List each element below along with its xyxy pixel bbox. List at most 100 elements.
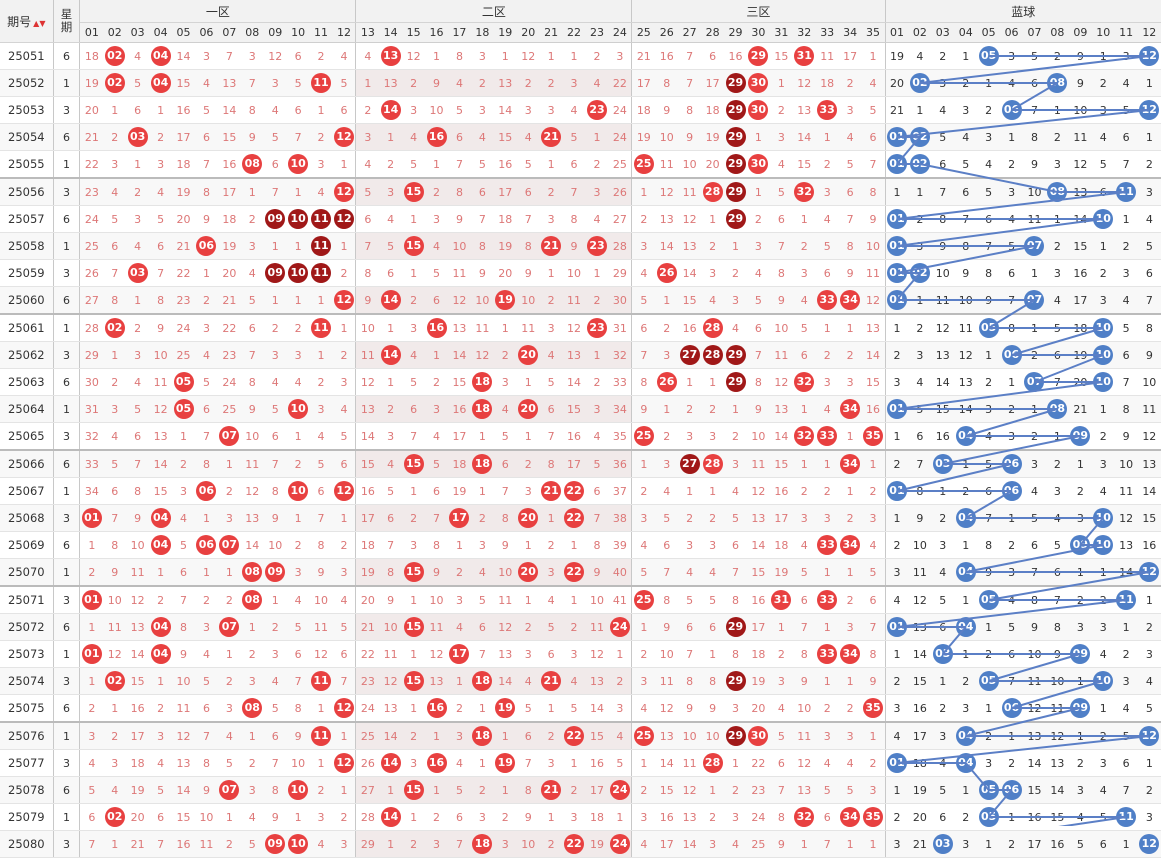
blue-miss-cell: 2 xyxy=(977,96,1001,124)
red-miss-cell: 12 xyxy=(355,368,380,396)
red-miss-cell: 1 xyxy=(332,721,356,750)
red-miss-cell: 3 xyxy=(815,177,839,206)
blue-miss-cell: 11 xyxy=(954,313,978,342)
blue-miss-cell: 2 xyxy=(954,69,978,97)
red-number-header-15: 15 xyxy=(402,22,426,43)
red-miss-cell: 3 xyxy=(447,585,471,614)
red-miss-cell: 6 xyxy=(126,96,150,124)
blue-miss-cell: 1 xyxy=(884,504,909,532)
blue-miss-cell: 2 xyxy=(1000,830,1024,858)
red-hit-cell: 29 xyxy=(724,150,747,179)
red-miss-cell: 2 xyxy=(425,368,448,396)
red-miss-cell: 2 xyxy=(539,286,563,315)
blue-ball: 07 xyxy=(1024,236,1045,256)
red-miss-cell: 7 xyxy=(815,830,839,858)
red-miss-cell: 5 xyxy=(585,449,609,478)
red-miss-cell: 7 xyxy=(194,150,218,179)
red-miss-cell: 3 xyxy=(402,531,426,559)
period-header[interactable]: 期号 ▲▼ xyxy=(0,0,54,43)
table-row: 25067 1 34 6 8 15 3 06 2 12 8 10 6 12 16 5 1 6 19 1 7 3 21 22 6 3… xyxy=(0,477,1161,505)
red-ball: 26 xyxy=(656,372,677,392)
red-miss-cell: 1 xyxy=(792,449,816,478)
red-ball: 29 xyxy=(725,100,746,120)
blue-miss-cell: 9 xyxy=(1114,422,1138,451)
red-miss-cell: 18 xyxy=(746,640,770,668)
blue-ball: 03 xyxy=(932,644,953,664)
red-hit-cell: 35 xyxy=(861,422,885,451)
red-miss-cell: 2 xyxy=(470,776,494,804)
blue-miss-cell: 21 xyxy=(1068,395,1092,423)
red-miss-cell: 2 xyxy=(217,477,241,505)
red-ball: 01 xyxy=(81,508,102,528)
red-miss-cell: 3 xyxy=(815,721,839,750)
blue-miss-cell: 5 xyxy=(1091,150,1115,179)
red-miss-cell: 6 xyxy=(402,395,426,423)
red-miss-cell: 18 xyxy=(585,803,609,831)
red-miss-cell: 1 xyxy=(425,150,448,179)
red-miss-cell: 2 xyxy=(655,313,679,342)
blue-hit-cell: 10 xyxy=(1091,368,1115,396)
red-miss-cell: 10 xyxy=(562,259,586,287)
blue-ball: 07 xyxy=(1024,372,1045,392)
red-miss-cell: 3 xyxy=(655,449,679,478)
blue-miss-cell: 11 xyxy=(908,558,932,587)
red-miss-cell: 5 xyxy=(838,150,862,179)
blue-ball: 05 xyxy=(978,807,999,827)
red-miss-cell: 7 xyxy=(678,640,702,668)
red-miss-cell: 4 xyxy=(263,96,287,124)
red-miss-cell: 10 xyxy=(516,830,540,858)
red-miss-cell: 1 xyxy=(838,313,862,342)
blue-miss-cell: 2 xyxy=(884,449,909,478)
red-ball: 21 xyxy=(541,127,562,147)
blue-miss-cell: 2 xyxy=(1023,341,1046,369)
red-miss-cell: 8 xyxy=(263,477,287,505)
red-miss-cell: 10 xyxy=(126,531,150,559)
red-ball: 11 xyxy=(311,236,332,256)
blue-miss-cell: 7 xyxy=(1114,776,1138,804)
red-ball: 05 xyxy=(173,399,194,419)
blue-hit-cell: 06 xyxy=(1000,776,1024,804)
red-hit-cell: 15 xyxy=(402,558,426,587)
red-hit-cell: 02 xyxy=(103,313,127,342)
red-miss-cell: 5 xyxy=(861,96,885,124)
red-miss-cell: 3 xyxy=(678,422,702,451)
sort-arrows-icon[interactable]: ▲▼ xyxy=(33,18,46,28)
blue-miss-cell: 5 xyxy=(1114,721,1138,750)
red-miss-cell: 14 xyxy=(355,422,380,451)
blue-miss-cell: 2 xyxy=(1068,477,1092,505)
blue-miss-cell: 2 xyxy=(884,803,909,831)
red-number-header-14: 14 xyxy=(379,22,403,43)
weekday-cell: 1 xyxy=(53,395,81,423)
red-miss-cell: 2 xyxy=(79,558,104,587)
weekday-header-label: 星期 xyxy=(60,7,73,34)
red-miss-cell: 18 xyxy=(217,205,241,233)
blue-miss-cell: 3 xyxy=(1137,803,1161,831)
red-ball: 12 xyxy=(333,698,354,718)
weekday-cell: 6 xyxy=(53,42,81,70)
red-hit-cell: 18 xyxy=(470,830,494,858)
blue-ball: 08 xyxy=(1047,399,1068,419)
red-miss-cell: 12 xyxy=(562,313,586,342)
red-miss-cell: 5 xyxy=(149,205,173,233)
red-ball: 31 xyxy=(771,590,792,610)
red-ball: 29 xyxy=(748,46,769,66)
red-miss-cell: 5 xyxy=(861,558,885,587)
blue-ball: 05 xyxy=(978,46,999,66)
weekday-cell: 3 xyxy=(53,504,81,532)
red-ball: 10 xyxy=(288,209,309,229)
red-miss-cell: 9 xyxy=(355,286,380,315)
blue-miss-cell: 16 xyxy=(1045,830,1069,858)
blue-hit-cell: 04 xyxy=(954,721,978,750)
red-miss-cell: 21 xyxy=(355,613,380,641)
blue-ball: 01 xyxy=(886,753,907,773)
blue-hit-cell: 10 xyxy=(1091,667,1115,695)
table-row: 25080 3 7 1 21 7 16 11 2 5 09 10 4 3 29 1 2 3 7 18 3 10 2 22 19 2… xyxy=(0,830,1161,858)
red-miss-cell: 13 xyxy=(861,313,885,342)
blue-miss-cell: 1 xyxy=(1000,368,1024,396)
red-miss-cell: 5 xyxy=(425,449,448,478)
red-miss-cell: 3 xyxy=(470,803,494,831)
red-miss-cell: 5 xyxy=(447,96,471,124)
red-miss-cell: 28 xyxy=(79,313,104,342)
red-miss-cell: 25 xyxy=(172,341,195,369)
red-ball: 24 xyxy=(609,834,630,854)
